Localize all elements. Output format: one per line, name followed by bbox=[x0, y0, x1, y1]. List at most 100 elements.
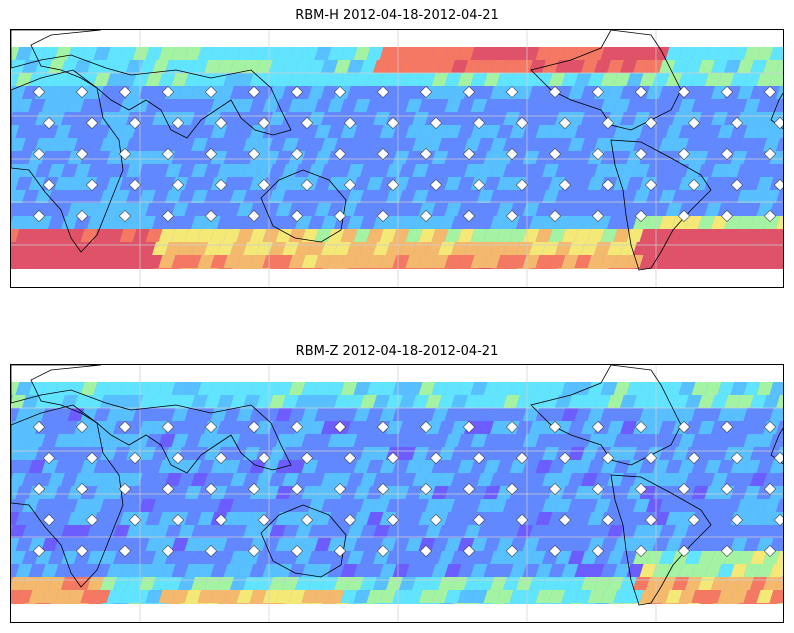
data-cell bbox=[236, 47, 254, 60]
data-cell bbox=[314, 408, 332, 421]
data-cell bbox=[730, 408, 748, 421]
data-cell bbox=[236, 460, 254, 473]
station-marker bbox=[720, 420, 734, 434]
data-cell bbox=[119, 434, 137, 447]
data-cell bbox=[74, 499, 91, 512]
map-svg-top bbox=[11, 30, 783, 287]
station-marker bbox=[204, 147, 218, 161]
data-cell bbox=[236, 177, 254, 190]
station-marker bbox=[419, 544, 433, 558]
data-cell bbox=[301, 203, 319, 216]
data-cell bbox=[217, 164, 234, 177]
data-cell bbox=[347, 190, 364, 203]
data-cell bbox=[776, 138, 783, 151]
data-cell bbox=[412, 473, 429, 486]
data-cell bbox=[230, 395, 247, 408]
data-cell bbox=[282, 112, 299, 125]
data-cell bbox=[691, 99, 709, 112]
data-cell bbox=[444, 203, 462, 216]
data-cell bbox=[444, 512, 462, 525]
data-cell bbox=[542, 447, 559, 460]
data-cell bbox=[782, 549, 783, 551]
data-cell bbox=[418, 564, 436, 577]
data-cell bbox=[314, 255, 332, 268]
station-marker bbox=[247, 544, 261, 558]
data-cell bbox=[594, 499, 611, 512]
data-cell bbox=[106, 203, 124, 216]
data-cell bbox=[165, 164, 182, 177]
data-cell bbox=[756, 408, 774, 421]
data-cell bbox=[769, 382, 783, 395]
data-cell bbox=[568, 551, 585, 564]
data-cell bbox=[178, 421, 195, 434]
data-cell bbox=[353, 590, 371, 603]
data-cell bbox=[152, 499, 169, 512]
station-marker bbox=[32, 209, 46, 223]
data-cell bbox=[106, 434, 124, 447]
station-marker bbox=[128, 451, 142, 465]
data-cell bbox=[288, 460, 306, 473]
data-cell bbox=[743, 99, 761, 112]
data-cell bbox=[613, 564, 631, 577]
data-cell bbox=[457, 408, 475, 421]
data-cell bbox=[165, 473, 182, 486]
data-cell bbox=[639, 47, 657, 60]
data-cell bbox=[529, 525, 546, 538]
station-marker bbox=[333, 209, 347, 223]
data-cell bbox=[288, 73, 306, 86]
data-cell bbox=[464, 268, 481, 269]
data-cell bbox=[340, 229, 358, 242]
data-cell bbox=[334, 268, 351, 269]
data-cell bbox=[704, 486, 722, 499]
data-cell bbox=[548, 382, 566, 395]
data-cell bbox=[132, 408, 150, 421]
data-cell bbox=[22, 525, 39, 538]
data-cell bbox=[288, 590, 306, 603]
data-cell bbox=[652, 434, 670, 447]
data-cell bbox=[542, 603, 559, 604]
data-cell bbox=[412, 138, 429, 151]
data-cell bbox=[347, 395, 364, 408]
data-cell bbox=[373, 473, 390, 486]
data-cell bbox=[360, 164, 377, 177]
data-cell bbox=[197, 47, 215, 60]
data-cell bbox=[483, 203, 501, 216]
data-cell bbox=[61, 60, 78, 73]
station-marker bbox=[515, 451, 529, 465]
data-cell bbox=[405, 538, 423, 551]
data-cell bbox=[704, 255, 722, 268]
data-cell bbox=[730, 99, 748, 112]
station-marker bbox=[300, 513, 314, 527]
data-cell bbox=[35, 164, 52, 177]
data-cell bbox=[561, 73, 579, 86]
data-cell bbox=[191, 473, 208, 486]
data-cell bbox=[652, 564, 670, 577]
data-cell bbox=[535, 203, 553, 216]
station-marker bbox=[548, 420, 562, 434]
data-cell bbox=[646, 86, 663, 99]
data-cell bbox=[691, 408, 709, 421]
station-marker bbox=[505, 420, 519, 434]
data-cell bbox=[366, 229, 384, 242]
data-cell bbox=[314, 99, 332, 112]
data-cell bbox=[243, 190, 260, 203]
station-marker bbox=[247, 147, 261, 161]
station-marker bbox=[171, 116, 185, 130]
data-cell bbox=[457, 73, 475, 86]
data-cell bbox=[568, 190, 585, 203]
data-cell bbox=[763, 138, 780, 151]
data-cell bbox=[620, 551, 637, 564]
data-cell bbox=[568, 112, 585, 125]
data-cell bbox=[490, 395, 507, 408]
data-cell bbox=[113, 525, 130, 538]
data-cell bbox=[93, 99, 111, 112]
data-cell bbox=[379, 564, 397, 577]
data-cell bbox=[126, 603, 143, 604]
data-cell bbox=[191, 395, 208, 408]
data-cell bbox=[301, 151, 319, 164]
data-cell bbox=[698, 447, 715, 460]
station-marker bbox=[257, 513, 271, 527]
data-cell bbox=[288, 99, 306, 112]
data-cell bbox=[457, 434, 475, 447]
data-cell bbox=[152, 164, 169, 177]
